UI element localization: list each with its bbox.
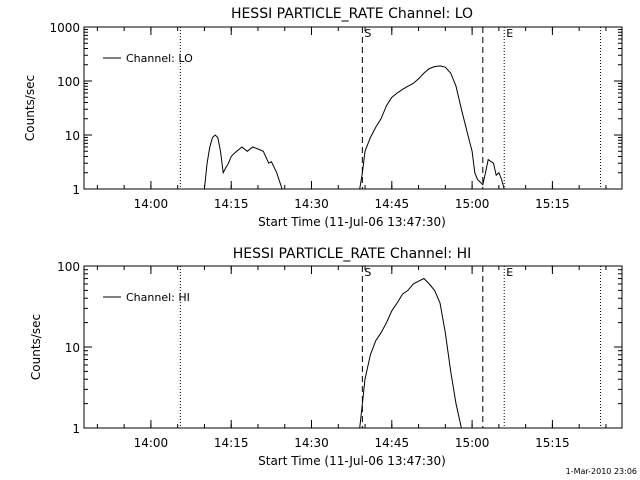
x-ticks: 14:00 14:15 14:30 14:45 15:00 15:15 <box>96 27 607 211</box>
y-tick-label: 100 <box>57 260 80 274</box>
event-label: S <box>364 27 371 40</box>
legend: Channel: LO <box>103 52 193 65</box>
x-tick-label: 14:15 <box>214 197 249 211</box>
y-tick-label: 10 <box>65 129 80 143</box>
series-lines <box>203 65 505 190</box>
series-line <box>203 134 283 190</box>
chart-title: HESSI PARTICLE_RATE Channel: HI <box>233 246 471 262</box>
event-label: S <box>364 266 371 279</box>
legend: Channel: HI <box>103 291 190 304</box>
x-tick-label: 14:30 <box>294 436 329 450</box>
series-lines <box>359 277 462 429</box>
series-line <box>359 65 505 190</box>
x-tick-label: 15:00 <box>455 197 490 211</box>
panel-lo: HESSI PARTICLE_RATE Channel: LO 14:00 14:… <box>23 6 623 229</box>
x-tick-label: 15:15 <box>535 197 570 211</box>
y-tick-label: 100 <box>57 75 80 89</box>
y-tick-label: 10 <box>65 341 80 355</box>
x-tick-label: 15:15 <box>535 436 570 450</box>
x-tick-label: 14:15 <box>214 436 249 450</box>
x-tick-label: 14:00 <box>134 436 169 450</box>
x-axis-label: Start Time (11-Jul-06 13:47:30) <box>258 215 446 229</box>
x-axis-label: Start Time (11-Jul-06 13:47:30) <box>258 454 446 468</box>
y-axis-label: Counts/sec <box>23 75 37 141</box>
y-tick-label: 1 <box>72 422 80 436</box>
y-axis-label: Counts/sec <box>29 314 43 380</box>
x-tick-label: 14:45 <box>375 436 410 450</box>
series-line <box>359 277 462 429</box>
x-tick-label: 15:00 <box>455 436 490 450</box>
panel-hi: HESSI PARTICLE_RATE Channel: HI 14:00 14:… <box>29 246 623 468</box>
legend-label: Channel: LO <box>126 52 193 65</box>
x-tick-label: 14:45 <box>375 197 410 211</box>
y-ticks: 1 10 100 1000 <box>49 21 622 197</box>
timestamp-footer: 1-Mar-2010 23:06 <box>566 467 637 476</box>
legend-label: Channel: HI <box>126 291 190 304</box>
event-label: E <box>506 27 513 40</box>
event-label: E <box>506 266 513 279</box>
y-tick-label: 1000 <box>49 21 80 35</box>
y-tick-label: 1 <box>72 183 80 197</box>
y-ticks: 1 10 100 <box>57 260 622 436</box>
x-ticks: 14:00 14:15 14:30 14:45 15:00 15:15 <box>96 266 607 450</box>
x-tick-label: 14:00 <box>134 197 169 211</box>
plot-frame <box>83 26 623 190</box>
x-tick-label: 14:30 <box>294 197 329 211</box>
chart-title: HESSI PARTICLE_RATE Channel: LO <box>231 6 473 22</box>
